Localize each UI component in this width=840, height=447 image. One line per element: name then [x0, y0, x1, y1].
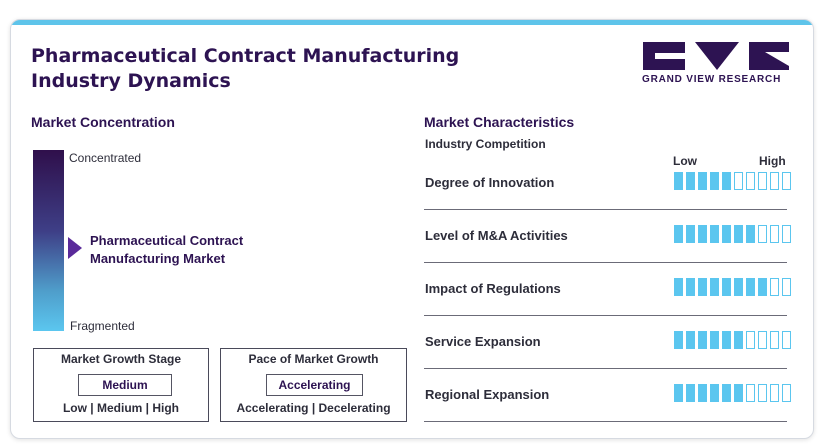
- level-bars: [674, 172, 792, 192]
- level-bar-filled: [674, 225, 683, 243]
- level-bar-filled: [734, 225, 743, 243]
- grand-view-research-logo: [643, 42, 789, 70]
- level-bar-filled: [698, 225, 707, 243]
- characteristic-row: Service Expansion: [424, 315, 791, 369]
- level-bar-empty: [770, 278, 779, 296]
- market-position-marker-icon: [68, 237, 82, 259]
- concentration-gradient-bar: [33, 150, 64, 331]
- level-bar-filled: [734, 331, 743, 349]
- level-bar-empty: [758, 384, 767, 402]
- characteristic-label: Service Expansion: [425, 334, 541, 349]
- level-bar-filled: [722, 278, 731, 296]
- concentrated-label: Concentrated: [69, 151, 142, 165]
- level-bar-filled: [722, 225, 731, 243]
- level-bar-empty: [782, 172, 791, 190]
- characteristic-row: Degree of Innovation: [424, 156, 791, 210]
- market-growth-stage-box: Market Growth Stage Medium Low | Medium …: [33, 348, 209, 422]
- characteristic-label: Impact of Regulations: [425, 281, 561, 296]
- level-bar-empty: [782, 384, 791, 402]
- level-bar-filled: [674, 172, 683, 190]
- level-bar-filled: [710, 172, 719, 190]
- level-bar-empty: [782, 278, 791, 296]
- level-bar-filled: [734, 384, 743, 402]
- level-bar-empty: [758, 225, 767, 243]
- level-bar-empty: [770, 384, 779, 402]
- title-line-2: Industry Dynamics: [31, 70, 231, 92]
- level-bar-filled: [722, 331, 731, 349]
- level-bar-filled: [710, 384, 719, 402]
- market-growth-stage-value: Medium: [78, 374, 172, 396]
- level-bar-empty: [746, 172, 755, 190]
- scale-high-label: High: [759, 154, 786, 168]
- level-bar-filled: [686, 384, 695, 402]
- level-bar-filled: [722, 384, 731, 402]
- level-bar-filled: [686, 172, 695, 190]
- level-bar-empty: [770, 172, 779, 190]
- level-bar-filled: [734, 278, 743, 296]
- level-bar-filled: [674, 384, 683, 402]
- industry-dynamics-card: Pharmaceutical Contract Manufacturing In…: [10, 19, 814, 439]
- market-marker-label: Pharmaceutical Contract Manufacturing Ma…: [90, 232, 243, 268]
- characteristic-row: Impact of Regulations: [424, 262, 791, 316]
- characteristic-label: Degree of Innovation: [425, 175, 555, 190]
- level-bar-filled: [686, 331, 695, 349]
- level-bar-empty: [746, 384, 755, 402]
- pace-of-market-growth-options: Accelerating | Decelerating: [236, 401, 391, 415]
- level-bar-filled: [686, 278, 695, 296]
- level-bar-filled: [698, 172, 707, 190]
- level-bar-empty: [770, 331, 779, 349]
- logo-text: GRAND VIEW RESEARCH: [642, 74, 782, 85]
- level-bar-filled: [698, 384, 707, 402]
- card-accent-bar: [11, 20, 813, 25]
- level-bar-empty: [782, 225, 791, 243]
- level-bar-filled: [674, 331, 683, 349]
- level-bar-empty: [734, 172, 743, 190]
- market-characteristics-title: Market Characteristics: [424, 114, 575, 130]
- fragmented-label: Fragmented: [70, 319, 135, 333]
- pace-of-market-growth-title: Pace of Market Growth: [248, 352, 379, 366]
- market-concentration-title: Market Concentration: [31, 114, 175, 130]
- characteristic-label: Level of M&A Activities: [425, 228, 568, 243]
- level-bars: [674, 331, 792, 351]
- characteristic-label: Regional Expansion: [425, 387, 550, 402]
- level-bars: [674, 384, 792, 404]
- level-bar-empty: [758, 172, 767, 190]
- level-bar-filled: [710, 331, 719, 349]
- industry-competition-label: Industry Competition: [425, 137, 546, 151]
- page-title: Pharmaceutical Contract Manufacturing In…: [31, 44, 551, 94]
- level-bar-filled: [686, 225, 695, 243]
- level-bar-empty: [770, 225, 779, 243]
- level-bar-filled: [698, 278, 707, 296]
- market-growth-stage-options: Low | Medium | High: [62, 401, 180, 415]
- characteristic-row: Regional Expansion: [424, 368, 791, 422]
- level-bar-filled: [746, 278, 755, 296]
- level-bar-empty: [758, 331, 767, 349]
- level-bar-filled: [698, 331, 707, 349]
- title-line-1: Pharmaceutical Contract Manufacturing: [31, 45, 460, 67]
- characteristic-row: Level of M&A Activities: [424, 209, 791, 263]
- level-bar-filled: [758, 278, 767, 296]
- level-bars: [674, 225, 792, 245]
- level-bar-empty: [782, 331, 791, 349]
- level-bar-filled: [722, 172, 731, 190]
- pace-of-market-growth-value: Accelerating: [266, 374, 363, 396]
- level-bar-filled: [746, 225, 755, 243]
- market-marker-label-line-1: Pharmaceutical Contract: [90, 233, 244, 248]
- market-growth-stage-title: Market Growth Stage: [60, 352, 182, 366]
- level-bars: [674, 278, 792, 298]
- scale-low-label: Low: [673, 154, 697, 168]
- pace-of-market-growth-box: Pace of Market Growth Accelerating Accel…: [220, 348, 407, 422]
- level-bar-filled: [710, 225, 719, 243]
- market-marker-label-line-2: Manufacturing Market: [90, 251, 226, 266]
- level-bar-empty: [746, 331, 755, 349]
- level-bar-filled: [710, 278, 719, 296]
- level-bar-filled: [674, 278, 683, 296]
